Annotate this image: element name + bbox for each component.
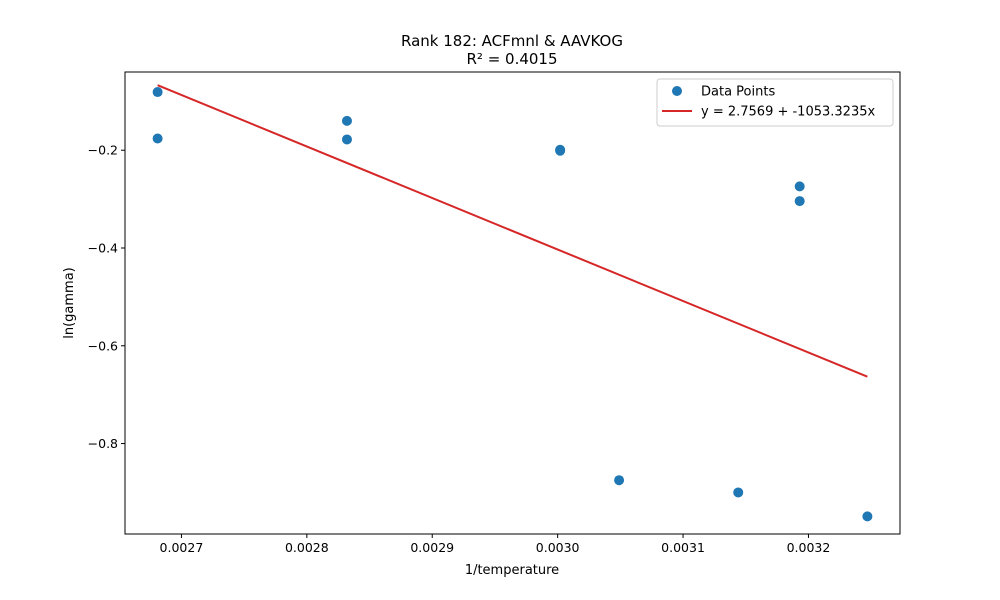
legend-marker-data-points [672,86,682,96]
x-tick-label: 0.0030 [536,540,580,555]
data-point [152,133,163,144]
y-axis: −0.2 −0.4 −0.6 −0.8 [88,143,125,451]
y-tick-label: −0.8 [88,436,118,451]
y-tick-label: −0.2 [88,143,118,158]
plot-area [152,84,873,522]
data-point [733,487,744,498]
x-tick-label: 0.0032 [787,540,831,555]
y-axis-label: ln(gamma) [62,267,77,339]
data-point [341,134,352,145]
x-tick-label: 0.0027 [160,540,204,555]
data-point [341,115,352,126]
data-point [152,87,163,98]
x-tick-label: 0.0029 [410,540,454,555]
legend-label-data-points: Data Points [701,85,775,100]
y-tick-label: −0.6 [88,338,118,353]
chart-subtitle: R² = 0.4015 [466,50,557,68]
x-axis-label: 1/temperature [465,563,559,578]
data-point [794,196,805,207]
data-point [614,475,625,486]
y-tick-label: −0.4 [88,241,118,256]
x-tick-label: 0.0028 [285,540,329,555]
chart-title: Rank 182: ACFmnl & AAVKOG [401,32,623,50]
regression-line [157,84,868,378]
x-tick-label: 0.0031 [661,540,705,555]
legend: Data Points y = 2.7569 + -1053.3235x [656,78,894,127]
legend-box [656,78,894,127]
legend-label-fit-line: y = 2.7569 + -1053.3235x [701,105,875,120]
data-point [862,511,873,522]
data-point [555,145,566,156]
plot-frame [124,71,901,535]
data-point [794,181,805,192]
x-axis: 0.0027 0.0028 0.0029 0.0030 0.0031 0.0032 [160,534,831,555]
